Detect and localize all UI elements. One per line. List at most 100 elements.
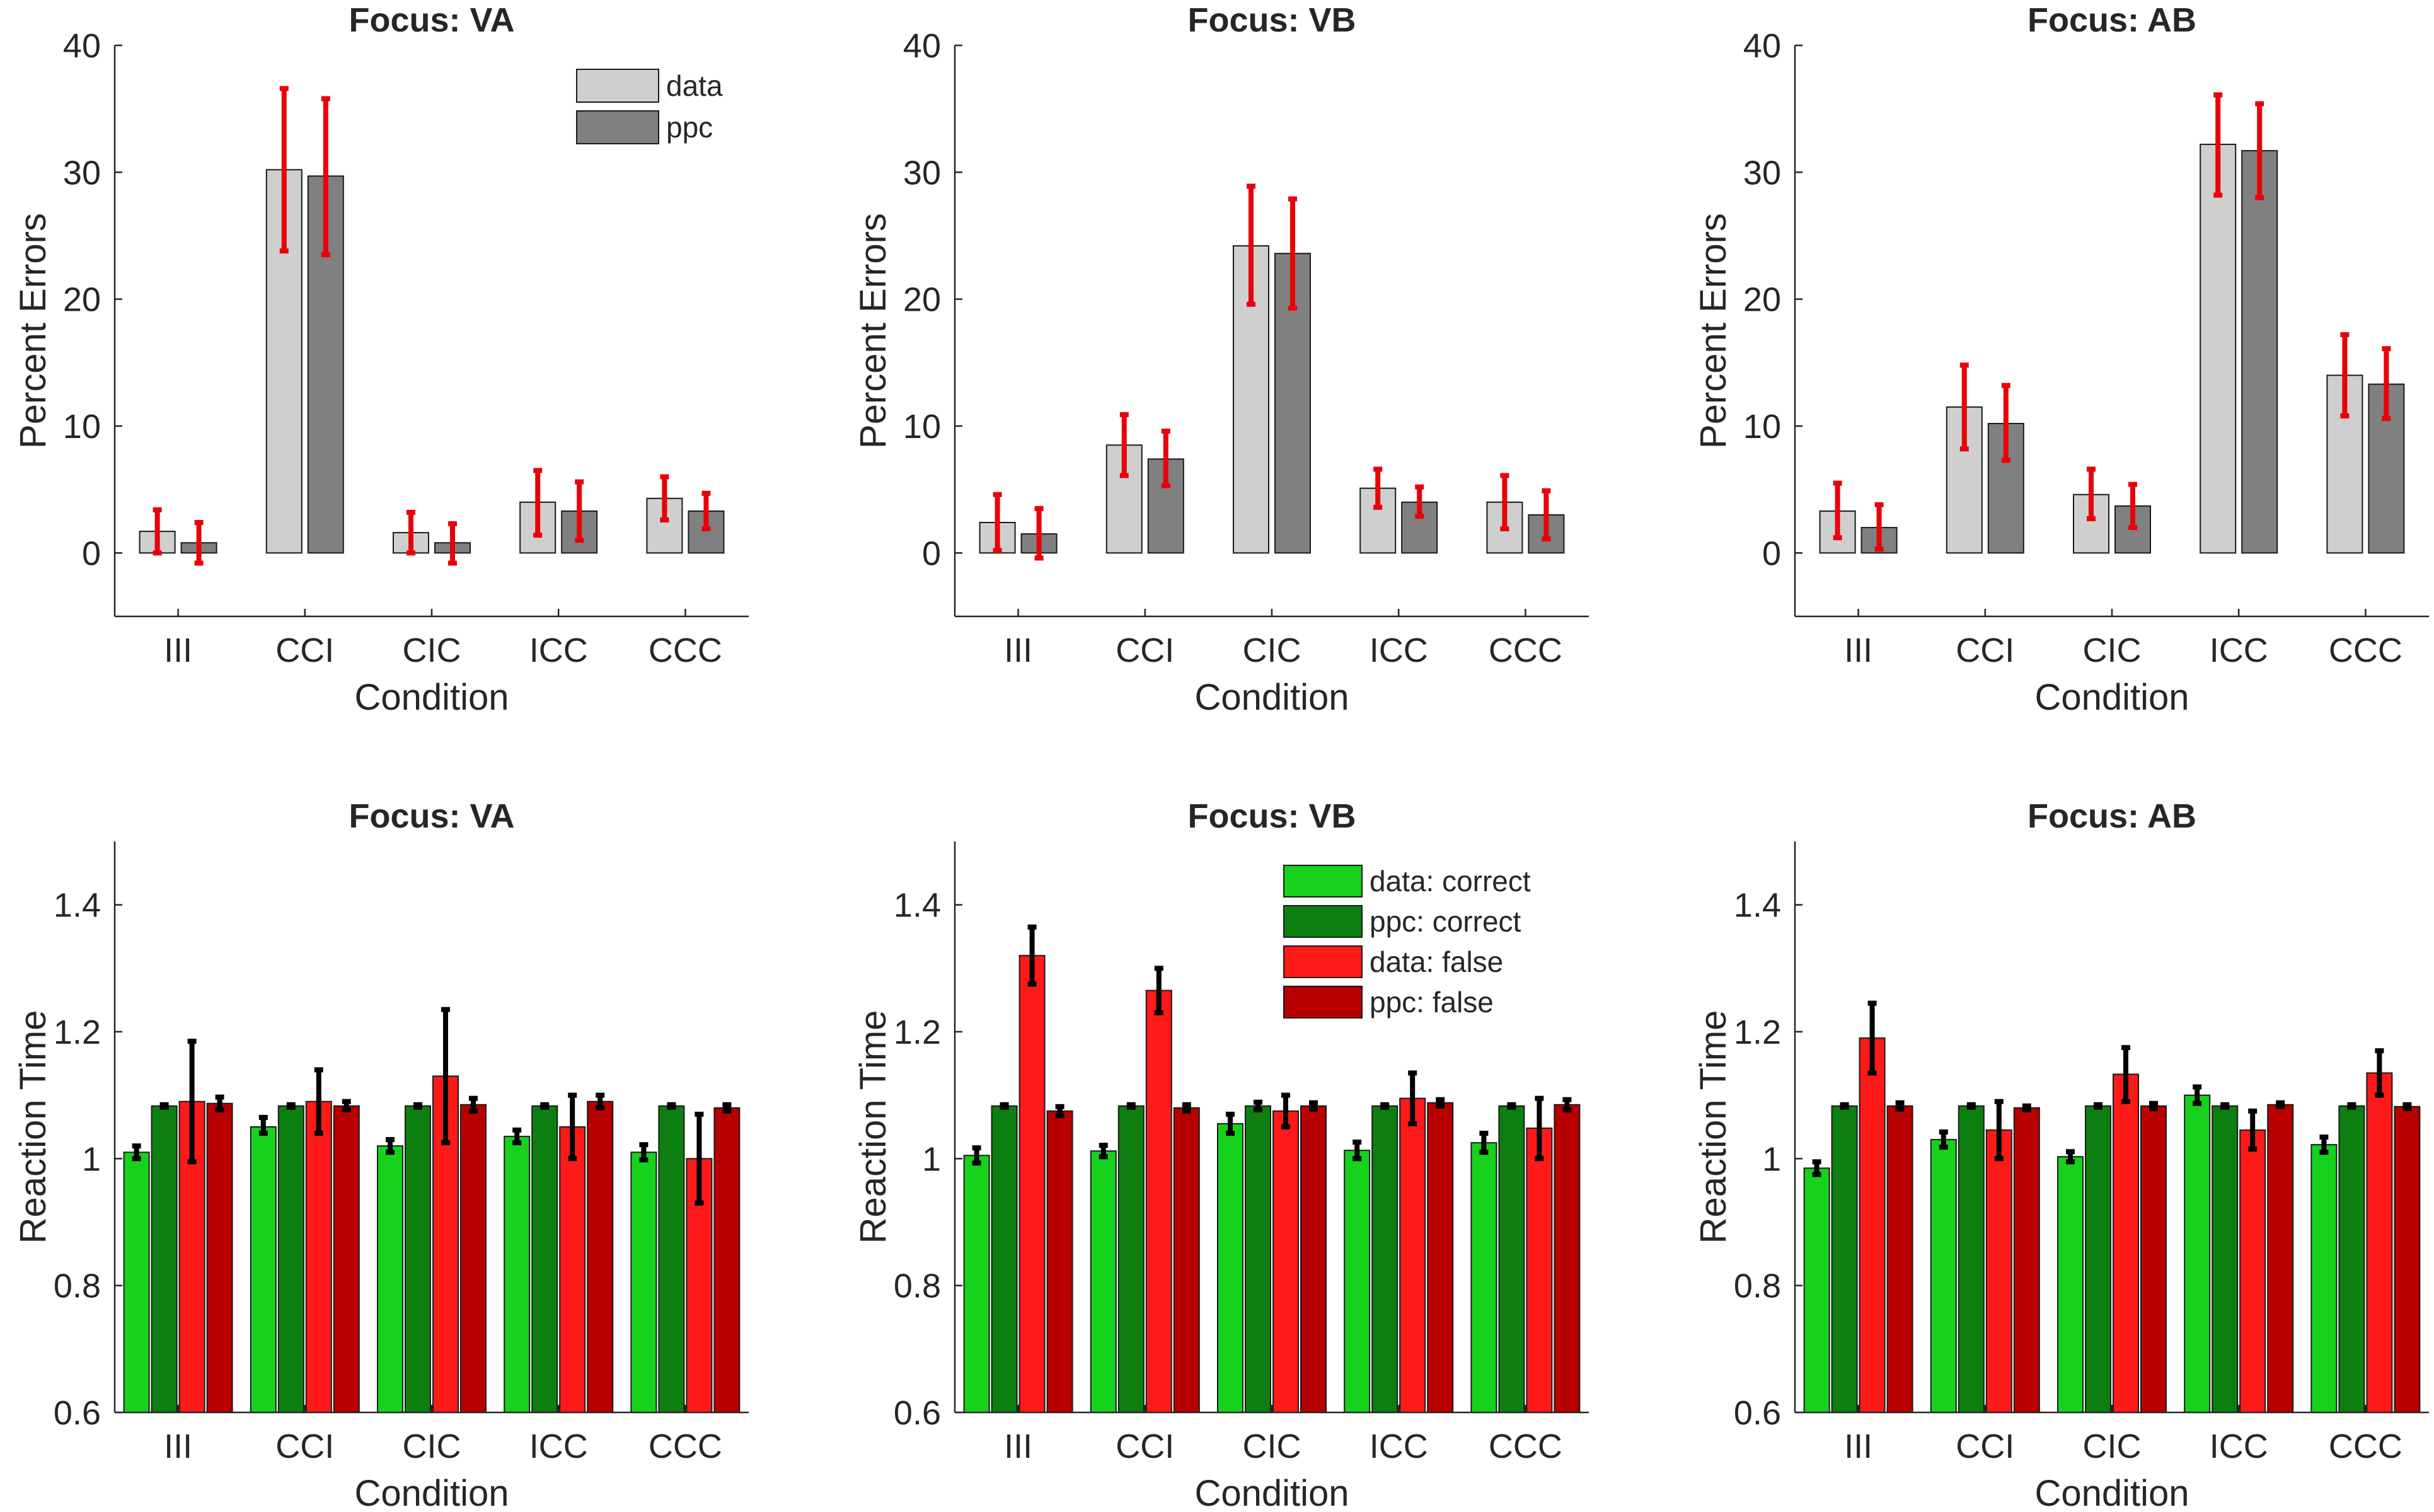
- y-tick-label: 40: [1743, 27, 1781, 65]
- y-tick-label: 0.6: [1734, 1394, 1781, 1432]
- panel-title: Focus: AB: [2027, 1, 2196, 39]
- y-tick-label: 0.8: [54, 1267, 101, 1305]
- error-bar-cci: [314, 1067, 323, 1136]
- bar-data-correct-cci: [250, 1126, 277, 1413]
- bar-data-correct-iii: [1803, 1167, 1830, 1414]
- x-tick-label: III: [1844, 1428, 1872, 1465]
- y-tick-label: 30: [63, 154, 101, 192]
- bar-ppc-correct-cci: [1117, 1105, 1145, 1414]
- bar-ppc-correct-cci: [277, 1105, 304, 1414]
- error-bar-cci: [1126, 1102, 1136, 1110]
- x-tick-label: CCI: [275, 632, 334, 669]
- bar-data-correct-cic: [1217, 1122, 1243, 1413]
- error-bar-icc: [2220, 1102, 2230, 1110]
- y-axis-label: Percent Errors: [13, 213, 54, 449]
- error-bar-ccc: [660, 474, 669, 522]
- error-bar-cci: [342, 1099, 351, 1112]
- bar-ppc-false-cci: [1173, 1107, 1200, 1414]
- error-bar-cic: [448, 521, 457, 566]
- error-bar-icc: [568, 1092, 577, 1162]
- x-axis-label: Condition: [2034, 677, 2189, 718]
- x-tick-label: CIC: [2083, 1428, 2142, 1465]
- error-bar-cic: [441, 1007, 450, 1146]
- error-bar-icc: [533, 468, 543, 538]
- y-tick-label: 1: [1762, 1140, 1781, 1178]
- y-tick-label: 30: [1743, 154, 1781, 192]
- x-tick-label: CIC: [403, 632, 461, 669]
- error-bar-icc: [1380, 1102, 1390, 1110]
- panel-6: Focus: AB 0.6 0.8 1 1.2 1.4 III CCI CIC ICC CCC Con…: [1693, 797, 2429, 1512]
- bar-ppc-correct-cic: [405, 1105, 431, 1414]
- legend-label: data: false: [1370, 945, 1503, 978]
- error-bar-ccc: [1535, 1095, 1544, 1162]
- error-bar-icc: [596, 1092, 605, 1111]
- legend-label: ppc: correct: [1370, 905, 1521, 938]
- bar-ppc-false-cci: [2013, 1107, 2040, 1414]
- x-tick-label: ICC: [1370, 1428, 1428, 1465]
- y-tick-label: 1.4: [894, 887, 941, 925]
- bar-data-false-cic: [1272, 1110, 1299, 1414]
- bar-ppc-false-icc: [2267, 1104, 2294, 1414]
- bar-data-cic: [1233, 245, 1269, 554]
- error-bar-iii: [1000, 1102, 1009, 1110]
- error-bar-cic: [1226, 1111, 1235, 1136]
- error-bar-cic: [407, 509, 415, 556]
- bar-ppc-false-icc: [1427, 1102, 1454, 1414]
- error-bar-ccc: [695, 1111, 704, 1206]
- bar-ppc-correct-cci: [1958, 1105, 1985, 1414]
- error-bar-iii: [1867, 1000, 1877, 1076]
- error-bar-ccc: [2340, 332, 2350, 418]
- error-bar-ccc: [722, 1102, 732, 1114]
- error-bar-ccc: [1542, 488, 1551, 542]
- error-bar-iii: [187, 1039, 197, 1165]
- legend-swatch: [1283, 986, 1363, 1019]
- x-tick-label: CCC: [2329, 632, 2402, 669]
- bar-ppc-false-ccc: [713, 1107, 741, 1414]
- bar-ppc-false-ccc: [1554, 1104, 1581, 1414]
- bar-ppc-correct-ccc: [1498, 1105, 1525, 1414]
- y-tick-label: 10: [1743, 408, 1781, 446]
- error-bar-icc: [1436, 1097, 1445, 1109]
- y-tick-label: 0: [922, 534, 941, 572]
- bar-data-correct-ccc: [630, 1151, 657, 1414]
- error-bar-ccc: [2319, 1134, 2329, 1155]
- y-axis-label: Reaction Time: [13, 1010, 54, 1244]
- legend-label: ppc: false: [1370, 986, 1494, 1019]
- error-bar-iii: [159, 1102, 169, 1110]
- error-bar-ccc: [2375, 1048, 2384, 1098]
- bar-ppc-correct-cic: [1245, 1105, 1271, 1414]
- x-axis-label: Condition: [354, 1473, 509, 1512]
- x-tick-label: CCC: [1489, 632, 1562, 669]
- x-tick-label: CIC: [2083, 632, 2142, 669]
- panel-title: Focus: VB: [1187, 1, 1356, 39]
- y-tick-label: 10: [63, 408, 101, 446]
- bar-data-false-icc: [1399, 1097, 1426, 1413]
- x-axis-label: Condition: [1194, 1473, 1349, 1512]
- y-axis-label: Percent Errors: [1693, 213, 1734, 449]
- error-bar-iii: [132, 1143, 141, 1162]
- bar-data-correct-iii: [123, 1151, 150, 1414]
- error-bar-ccc: [1507, 1102, 1516, 1110]
- error-bar-iii: [972, 1145, 981, 1166]
- error-bar-cic: [1281, 1092, 1290, 1129]
- bar-data-false-cci: [1145, 990, 1172, 1413]
- error-bar-cci: [1161, 429, 1170, 488]
- y-tick-label: 1.2: [54, 1013, 101, 1051]
- bar-ppc-correct-iii: [151, 1105, 178, 1414]
- x-tick-label: CIC: [1243, 632, 1301, 669]
- bar-data-false-iii: [1859, 1037, 1886, 1413]
- bar-ppc-correct-ccc: [658, 1105, 685, 1414]
- error-bar-cic: [2087, 466, 2096, 521]
- panel-title: Focus: AB: [2027, 797, 2196, 835]
- y-tick-label: 1: [922, 1140, 941, 1178]
- error-bar-cci: [286, 1102, 296, 1110]
- y-tick-label: 0.8: [1734, 1267, 1781, 1305]
- x-axis-label: Condition: [354, 677, 509, 718]
- panel-3: Focus: AB 0 10 20 30 40 III CCI CIC ICC CCC Conditi…: [1693, 1, 2429, 718]
- y-axis-label: Reaction Time: [1693, 1010, 1734, 1244]
- bar-data-false-icc: [2239, 1129, 2266, 1413]
- error-bar-iii: [1874, 502, 1884, 552]
- error-bar-ccc: [701, 490, 711, 532]
- y-tick-label: 1: [82, 1140, 101, 1178]
- y-tick-label: 0.6: [54, 1394, 101, 1432]
